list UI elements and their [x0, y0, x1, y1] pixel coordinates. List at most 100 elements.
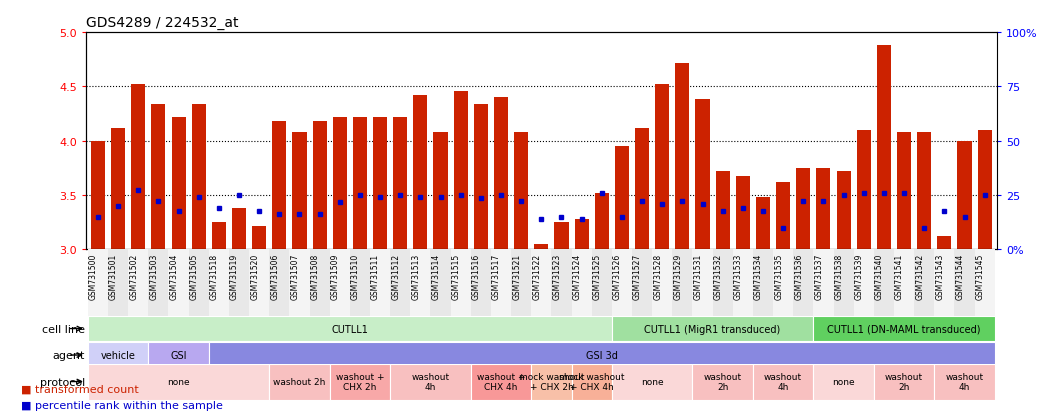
Bar — [615, 147, 629, 250]
Bar — [111, 128, 126, 250]
Bar — [672, 250, 692, 316]
Bar — [152, 104, 165, 250]
Bar — [229, 250, 249, 316]
Text: GSM731509: GSM731509 — [331, 253, 340, 299]
Bar — [611, 364, 692, 399]
Text: GSM731522: GSM731522 — [532, 253, 541, 299]
Text: GSM731512: GSM731512 — [392, 253, 400, 299]
Text: GSM731521: GSM731521 — [512, 253, 521, 299]
Text: GSM731515: GSM731515 — [451, 253, 461, 299]
Text: GSM731508: GSM731508 — [311, 253, 319, 299]
Text: GSM731500: GSM731500 — [89, 253, 98, 299]
Text: GSM731516: GSM731516 — [472, 253, 481, 299]
Text: GSM731537: GSM731537 — [815, 253, 823, 299]
Bar — [814, 364, 874, 399]
Bar — [88, 364, 269, 399]
Bar — [652, 250, 672, 316]
Bar — [796, 169, 810, 250]
Text: washout
2h: washout 2h — [885, 372, 923, 391]
Bar — [208, 342, 995, 368]
Bar — [917, 133, 931, 250]
Bar — [269, 364, 330, 399]
Text: GSM731532: GSM731532 — [714, 253, 722, 299]
Bar — [450, 250, 471, 316]
Text: GSM731505: GSM731505 — [190, 253, 199, 299]
Bar — [853, 250, 874, 316]
Bar — [514, 133, 528, 250]
Bar — [575, 220, 588, 250]
Bar — [410, 250, 430, 316]
Bar — [169, 250, 188, 316]
Text: GSM731506: GSM731506 — [270, 253, 280, 299]
Bar — [572, 250, 592, 316]
Bar — [471, 250, 491, 316]
Text: GSM731543: GSM731543 — [935, 253, 944, 299]
Text: GSM731536: GSM731536 — [795, 253, 803, 299]
Text: GSI: GSI — [171, 350, 186, 360]
Bar — [897, 133, 911, 250]
Bar — [572, 364, 611, 399]
Bar — [471, 364, 531, 399]
Bar — [534, 244, 549, 250]
Text: GSM731533: GSM731533 — [734, 253, 742, 299]
Text: GSM731525: GSM731525 — [593, 253, 602, 299]
Bar — [713, 250, 733, 316]
Text: GSM731534: GSM731534 — [754, 253, 763, 299]
Bar — [88, 316, 611, 342]
Bar — [430, 250, 450, 316]
Text: GSM731507: GSM731507 — [290, 253, 299, 299]
Bar — [753, 364, 814, 399]
Bar — [595, 193, 608, 250]
Bar — [756, 198, 770, 250]
Text: agent: agent — [52, 350, 85, 360]
Text: washout +
CHX 4h: washout + CHX 4h — [476, 372, 526, 391]
Text: washout 2h: washout 2h — [273, 377, 326, 386]
Text: GSM731517: GSM731517 — [492, 253, 502, 299]
Text: GSM731544: GSM731544 — [956, 253, 964, 299]
Bar — [91, 142, 105, 250]
Bar — [876, 46, 891, 250]
Bar — [131, 85, 146, 250]
Bar — [675, 64, 689, 250]
Bar — [552, 250, 572, 316]
Text: GSM731526: GSM731526 — [612, 253, 622, 299]
Text: GSM731513: GSM731513 — [411, 253, 421, 299]
Bar — [914, 250, 934, 316]
Bar — [474, 104, 488, 250]
Bar — [555, 223, 569, 250]
Text: ■ percentile rank within the sample: ■ percentile rank within the sample — [21, 400, 223, 410]
Text: CUTLL1 (MigR1 transduced): CUTLL1 (MigR1 transduced) — [645, 324, 781, 334]
Bar — [172, 118, 185, 250]
Text: GSM731523: GSM731523 — [553, 253, 561, 299]
Text: GSM731504: GSM731504 — [170, 253, 179, 299]
Bar — [934, 364, 995, 399]
Bar — [753, 250, 773, 316]
Bar — [934, 250, 955, 316]
Bar — [88, 250, 108, 316]
Bar — [269, 250, 289, 316]
Bar — [794, 250, 814, 316]
Text: washout
4h: washout 4h — [411, 372, 449, 391]
Bar — [313, 122, 327, 250]
Bar — [636, 128, 649, 250]
Bar — [333, 118, 347, 250]
Text: GSM731503: GSM731503 — [150, 253, 158, 299]
Bar — [531, 364, 572, 399]
Bar — [611, 316, 814, 342]
Bar — [494, 98, 508, 250]
Text: GSM731502: GSM731502 — [129, 253, 138, 299]
Text: GSM731519: GSM731519 — [230, 253, 239, 299]
Bar — [531, 250, 552, 316]
Text: CUTLL1 (DN-MAML transduced): CUTLL1 (DN-MAML transduced) — [827, 324, 981, 334]
Bar — [975, 250, 995, 316]
Text: cell line: cell line — [42, 324, 85, 334]
Bar — [232, 209, 246, 250]
Bar — [957, 142, 972, 250]
Text: washout
4h: washout 4h — [764, 372, 802, 391]
Bar — [833, 250, 853, 316]
Text: GSM731535: GSM731535 — [774, 253, 783, 299]
Bar — [88, 342, 149, 368]
Bar — [874, 364, 934, 399]
Bar — [978, 131, 992, 250]
Bar — [330, 250, 350, 316]
